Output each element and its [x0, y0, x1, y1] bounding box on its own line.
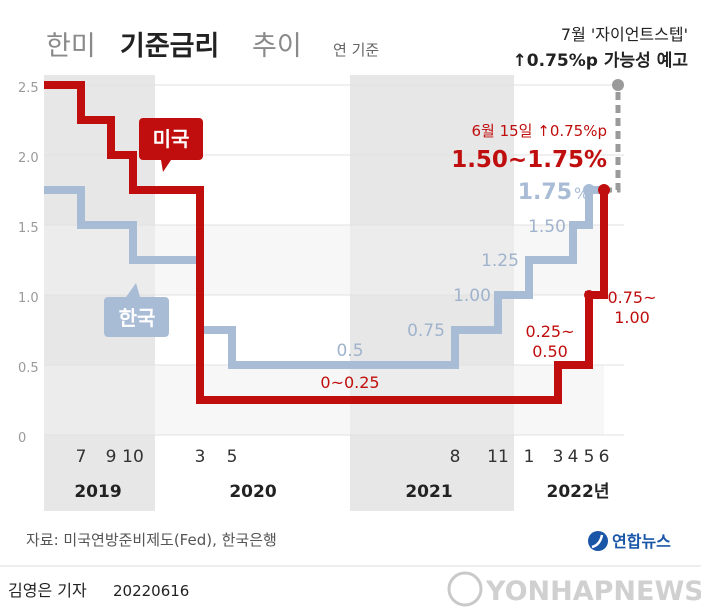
kr-label-1-00: 1.00	[453, 286, 491, 306]
korea-rate-line	[44, 186, 604, 369]
subtitle: 연 기준	[333, 41, 379, 59]
title-part-2: 기준금리	[120, 31, 219, 62]
watermark: YONHAPNEWS	[447, 571, 701, 607]
y-tick-label: 2.5	[18, 81, 39, 96]
source-note: 자료: 미국연방준비제도(Fed), 한국은행	[26, 531, 277, 549]
x-month-label: 6	[599, 447, 610, 467]
x-year-label: 2021	[405, 482, 452, 502]
x-year-label: 2020	[229, 482, 276, 502]
x-axis-years: 2019 2020 2021 2022년	[74, 482, 609, 502]
kr-label-1-25: 1.25	[481, 251, 519, 271]
kr-current-rate: 1.75	[518, 180, 572, 205]
forecast-annotation: 7월 '자이언트스텝' ↑0.75%p 가능성 예고	[513, 25, 689, 71]
x-month-label: 11	[487, 447, 509, 467]
title-part-1: 한미	[46, 31, 96, 62]
x-month-label: 10	[122, 447, 144, 467]
kr-label-0-75: 0.75	[407, 321, 445, 341]
us-series-label: 미국	[153, 127, 190, 151]
x-month-label: 5	[227, 447, 238, 467]
kr-label-0-5: 0.5	[336, 341, 363, 361]
us-end-point	[598, 184, 610, 196]
y-tick-label: 2.0	[18, 151, 39, 166]
us-point-may	[584, 290, 594, 300]
y-tick-label: 0.5	[18, 361, 39, 376]
band-row-1	[44, 225, 604, 295]
x-month-label: 3	[553, 447, 564, 467]
us-series-tag: 미국	[139, 118, 203, 172]
x-month-label: 7	[76, 447, 87, 467]
korea-end-point	[583, 184, 595, 196]
june-annotation: 6월 15일 ↑0.75%p 1.50~1.75% 1.75 %	[451, 122, 607, 205]
us-label-0-0-25: 0~0.25	[320, 373, 379, 392]
us-label-0-75-1-00: 0.75~ 1.00	[607, 288, 656, 327]
brand-logo: 연합뉴스	[588, 531, 671, 551]
forecast-point	[612, 79, 624, 91]
label-line: 1.00	[614, 308, 650, 327]
kr-series-label: 한국	[119, 306, 156, 330]
label-line: 0.50	[532, 342, 568, 361]
us-current-rate: 1.50~1.75%	[451, 147, 607, 173]
x-month-label: 1	[524, 447, 535, 467]
label-line: 0.25~	[525, 322, 574, 341]
watermark-text: YONHAPNEWS	[485, 576, 701, 607]
x-month-label: 4	[568, 447, 579, 467]
page-title: 한미 기준금리 추이 연 기준	[46, 31, 379, 62]
kr-label-1-50: 1.50	[528, 217, 566, 237]
x-month-label: 5	[584, 447, 595, 467]
y-tick-label: 0	[18, 431, 26, 446]
publish-date: 20220616	[113, 582, 189, 600]
forecast-line-2: ↑0.75%p 가능성 예고	[513, 51, 689, 71]
x-month-label: 8	[450, 447, 461, 467]
y-tick-label: 1.5	[18, 221, 39, 236]
kr-series-tag: 한국	[104, 283, 169, 337]
us-change-note: 6월 15일 ↑0.75%p	[471, 122, 607, 140]
x-axis-months: 7 9 10 3 5 8 11 1 3 4 5 6	[76, 447, 610, 467]
x-year-label: 2022년	[547, 482, 610, 502]
author: 김영은 기자	[8, 581, 87, 600]
brand-name: 연합뉴스	[612, 532, 671, 551]
kr-current-rate-unit: %	[574, 184, 589, 203]
y-axis: 0 0.5 1.0 1.5 2.0 2.5	[18, 81, 39, 446]
y-tick-label: 1.0	[18, 291, 39, 306]
forecast-line-1: 7월 '자이언트스텝'	[561, 25, 688, 44]
x-year-label: 2019	[74, 482, 121, 502]
title-part-3: 추이	[252, 31, 302, 62]
label-line: 0.75~	[607, 288, 656, 307]
us-label-0-25-0-50: 0.25~ 0.50	[525, 322, 574, 361]
x-month-label: 3	[195, 447, 206, 467]
x-month-label: 9	[106, 447, 117, 467]
